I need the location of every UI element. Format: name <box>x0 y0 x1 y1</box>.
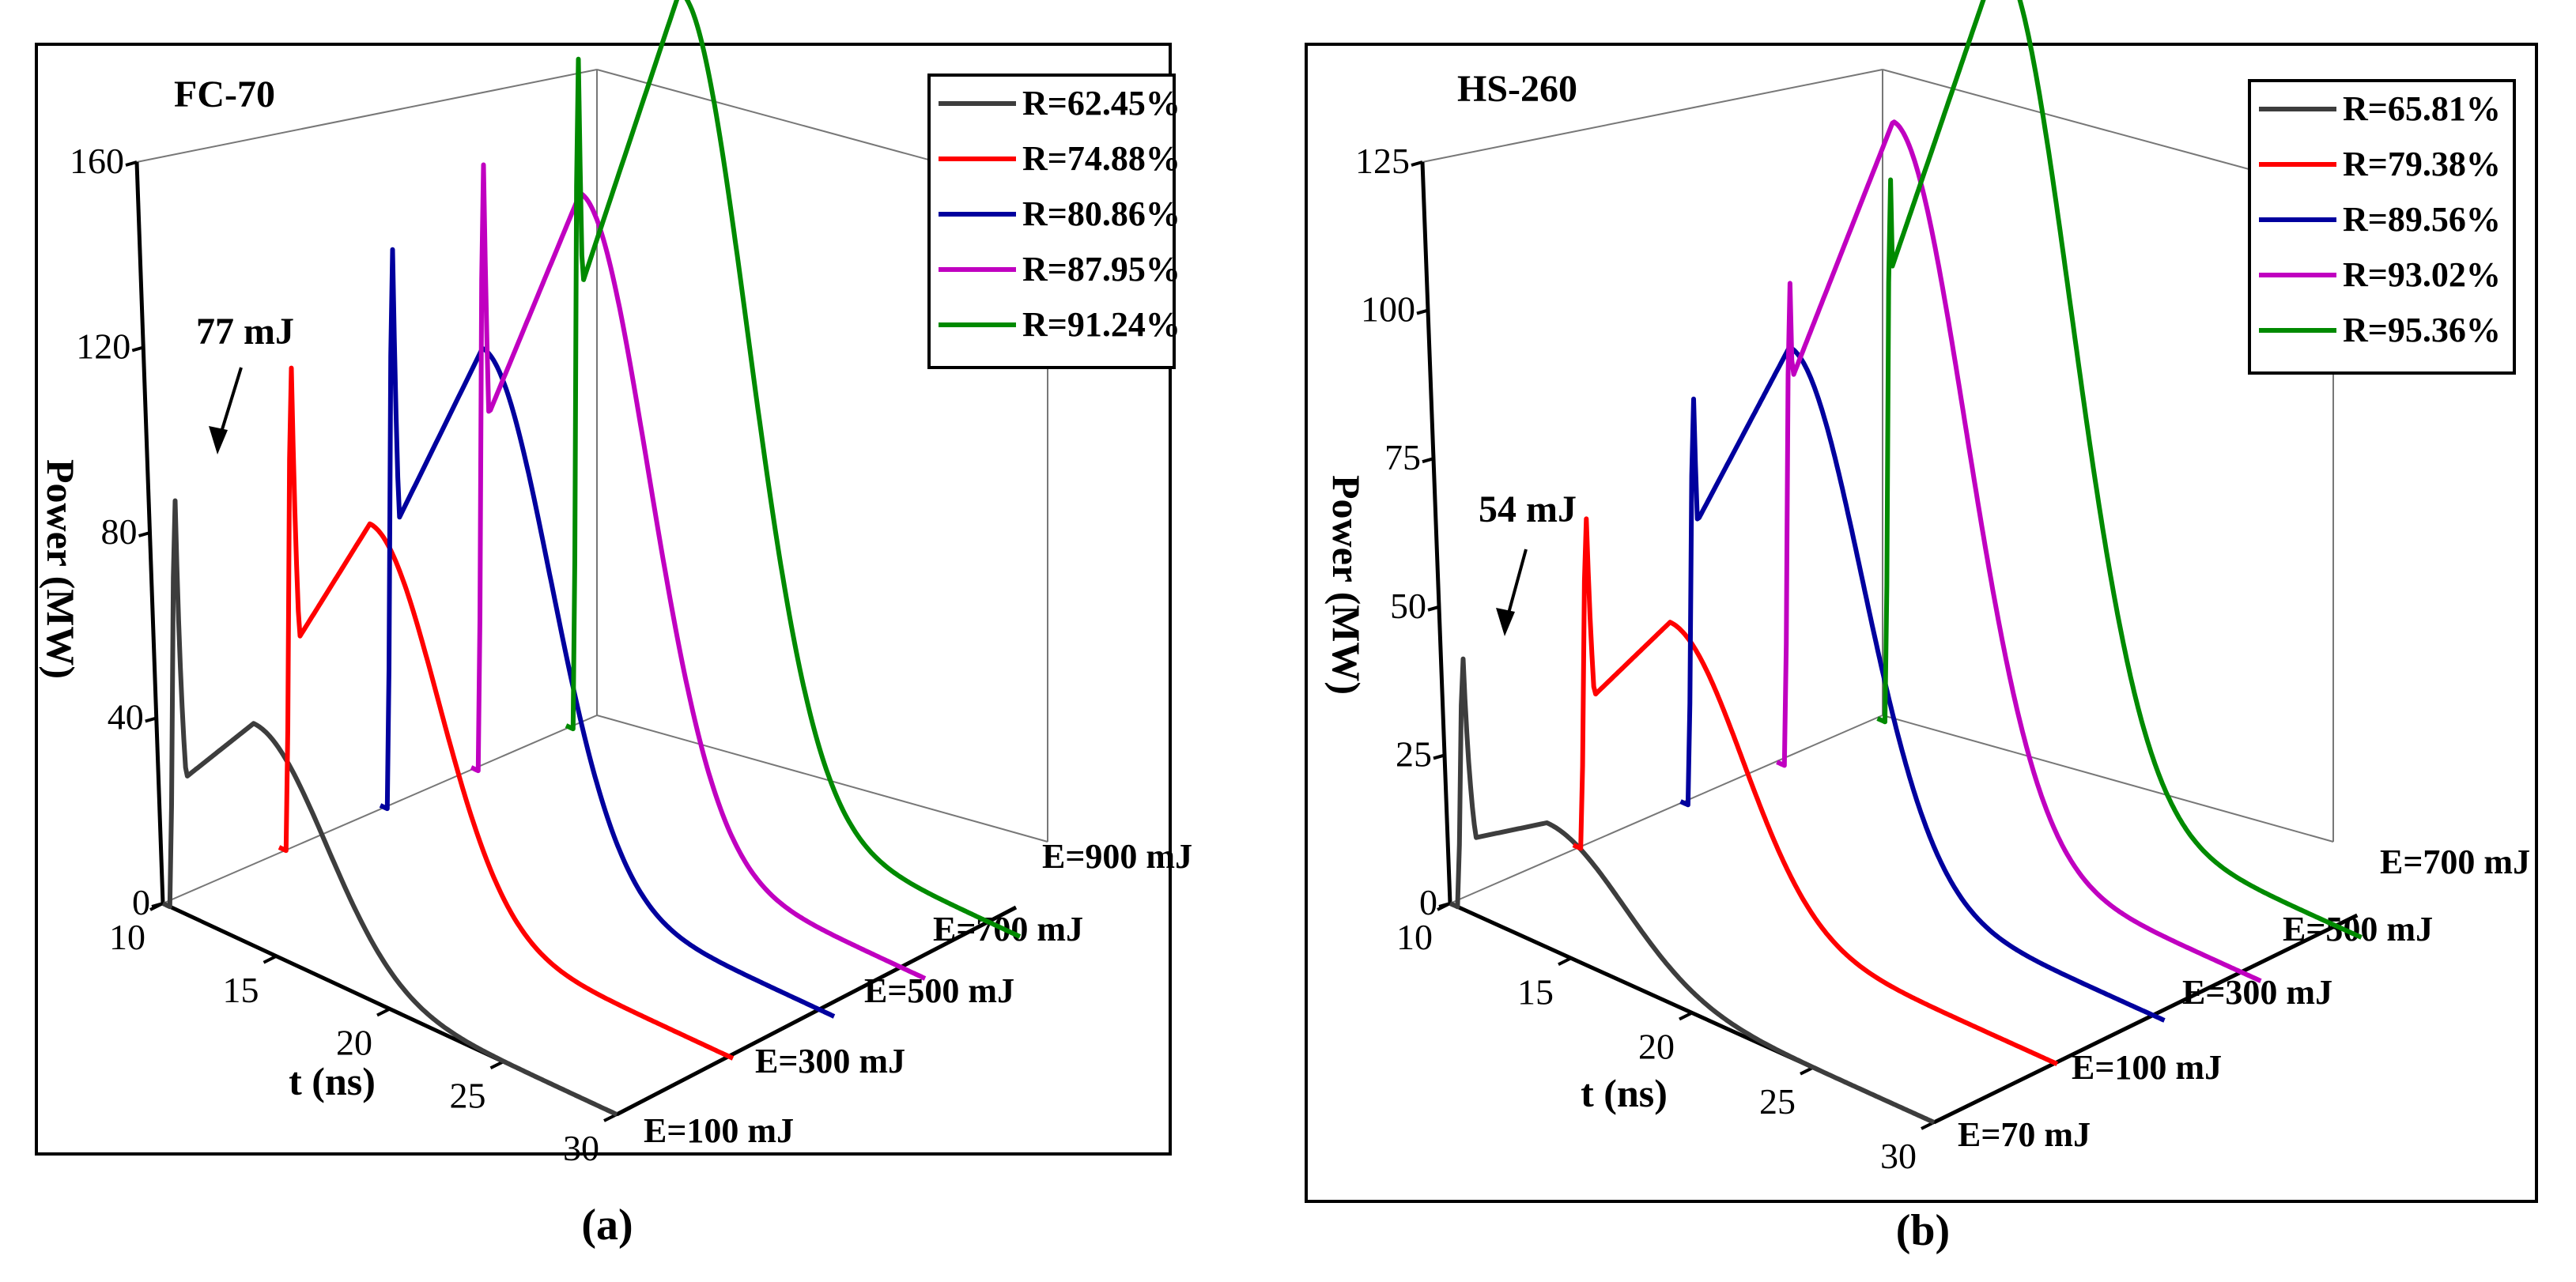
panel-frame <box>35 43 1172 1156</box>
series-line-2 <box>278 365 735 1061</box>
legend-entry: R=80.86% <box>1022 194 1180 233</box>
x-tick-label: 10 <box>1396 917 1433 957</box>
box-floor-right <box>1882 715 2334 843</box>
legend-entry: R=93.02% <box>2343 255 2501 294</box>
legend-entry: R=65.81% <box>2343 89 2501 128</box>
y-tick-label: 0 <box>1419 882 1437 922</box>
x-tick-label: 25 <box>1759 1081 1796 1122</box>
x-tick <box>1558 956 1572 967</box>
x-tick <box>489 1060 504 1070</box>
panel-caption: (b) <box>1896 1206 1950 1255</box>
annotation-arrowhead <box>1496 608 1515 636</box>
panel-frame <box>1305 43 2538 1203</box>
x-tick <box>376 1007 391 1017</box>
x-tick <box>1437 902 1451 911</box>
box-floor-back <box>162 715 598 904</box>
y-tick-label: 75 <box>1384 437 1421 477</box>
energy-label: E=70 mJ <box>1958 1115 2091 1154</box>
y-tick-label: 40 <box>108 697 144 737</box>
y-tick <box>1411 160 1423 167</box>
energy-label: E=100 mJ <box>2072 1048 2222 1087</box>
energy-annotation: 54 mJ <box>1479 488 1577 530</box>
y-tick-label: 80 <box>101 511 138 552</box>
y-tick-label: 125 <box>1355 141 1410 181</box>
annotation-arrow <box>218 367 243 438</box>
series-line-5 <box>565 0 1022 939</box>
annotation-arrowhead <box>209 426 228 454</box>
series-line-5 <box>1876 0 2363 940</box>
box-edge-top <box>1422 69 1883 163</box>
y-tick <box>1416 308 1429 315</box>
series-line-1 <box>161 498 618 1117</box>
x-tick-label: 30 <box>1880 1136 1917 1176</box>
y-tick <box>125 160 138 167</box>
series-line-2 <box>1572 516 2059 1066</box>
panel-caption: (a) <box>581 1201 633 1250</box>
chart-title: HS-260 <box>1457 68 1577 110</box>
y-tick <box>1427 605 1440 612</box>
y-tick-label: 120 <box>76 326 130 367</box>
energy-label: E=100 mJ <box>644 1111 794 1150</box>
box-edge-top <box>136 69 598 163</box>
y-tick-label: 160 <box>70 141 124 181</box>
y-tick <box>131 345 144 353</box>
series-line-3 <box>1679 345 2166 1023</box>
energy-label: E=900 mJ <box>1042 837 1192 876</box>
series-line-4 <box>1776 119 2262 983</box>
energy-label: E=500 mJ <box>864 971 1014 1010</box>
y-axis-label: Power (MW) <box>1324 475 1369 695</box>
x-tick <box>1679 1011 1693 1021</box>
depth-axis <box>1932 913 2359 1125</box>
y-tick-label: 25 <box>1396 733 1432 774</box>
chart-panel-2: 0 25 50 75 100 125 10 15 20 25 30 E=70 mJ E=100 mJ E=… <box>1305 0 2538 1255</box>
x-tick <box>263 954 278 964</box>
chart-title: FC-70 <box>174 74 275 115</box>
chart-panel-1: 0 40 80 120 160 10 15 20 25 30 E=100 mJ E=300 mJ E=5… <box>35 0 1192 1250</box>
series-line-1 <box>1449 656 1936 1125</box>
x-tick-label: 20 <box>336 1023 372 1063</box>
box-floor-right <box>596 715 1048 843</box>
legend-entry: R=79.38% <box>2343 145 2501 183</box>
legend-entry: R=89.56% <box>2343 200 2501 239</box>
series-line-3 <box>379 247 836 1019</box>
y-axis-label: Power (MW) <box>39 459 83 679</box>
x-tick-label: 25 <box>450 1075 486 1115</box>
x-axis-label: t (ns) <box>1581 1071 1668 1115</box>
legend-box <box>927 74 1176 369</box>
energy-label: E=300 mJ <box>755 1042 905 1080</box>
legend-entry: R=95.36% <box>2343 311 2501 349</box>
x-tick-label: 15 <box>223 970 259 1010</box>
box-floor-back <box>1449 715 1883 904</box>
x-axis-label: t (ns) <box>289 1059 376 1103</box>
x-tick <box>149 902 164 911</box>
legend-box <box>2248 79 2516 375</box>
energy-label: E=500 mJ <box>2283 910 2433 948</box>
energy-annotation: 77 mJ <box>196 311 294 353</box>
annotation-arrow <box>1505 549 1528 620</box>
y-tick <box>145 716 157 723</box>
legend-entry: R=91.24% <box>1022 305 1180 344</box>
depth-axis <box>615 905 1018 1117</box>
series-line-4 <box>470 162 927 981</box>
y-tick-label: 0 <box>132 882 150 922</box>
x-tick-label: 15 <box>1517 971 1554 1012</box>
legend-entry: R=74.88% <box>1022 139 1180 178</box>
y-tick <box>1433 753 1445 760</box>
x-tick-label: 10 <box>109 917 145 957</box>
x-tick-label: 30 <box>563 1128 599 1168</box>
y-tick-label: 50 <box>1390 586 1426 626</box>
y-axis <box>1420 161 1452 904</box>
y-tick <box>138 531 151 537</box>
legend-entry: R=87.95% <box>1022 250 1180 288</box>
y-tick <box>1422 457 1434 464</box>
energy-label: E=700 mJ <box>2380 843 2530 881</box>
x-tick-label: 20 <box>1638 1027 1675 1067</box>
y-tick-label: 100 <box>1361 289 1415 330</box>
legend-entry: R=62.45% <box>1022 84 1180 123</box>
